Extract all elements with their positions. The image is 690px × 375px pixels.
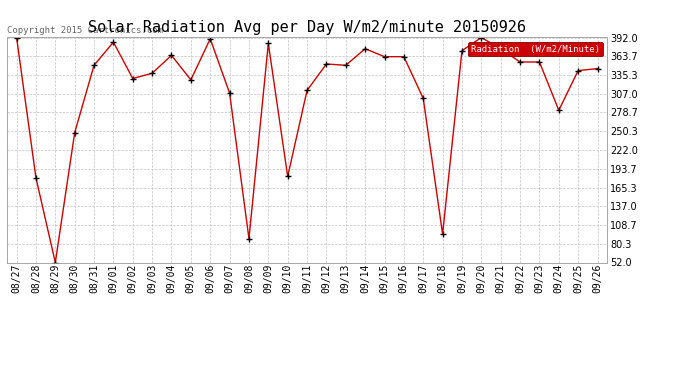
Title: Solar Radiation Avg per Day W/m2/minute 20150926: Solar Radiation Avg per Day W/m2/minute … bbox=[88, 20, 526, 35]
Legend: Radiation  (W/m2/Minute): Radiation (W/m2/Minute) bbox=[469, 42, 602, 56]
Text: Copyright 2015 Cartronics.com: Copyright 2015 Cartronics.com bbox=[7, 26, 163, 35]
